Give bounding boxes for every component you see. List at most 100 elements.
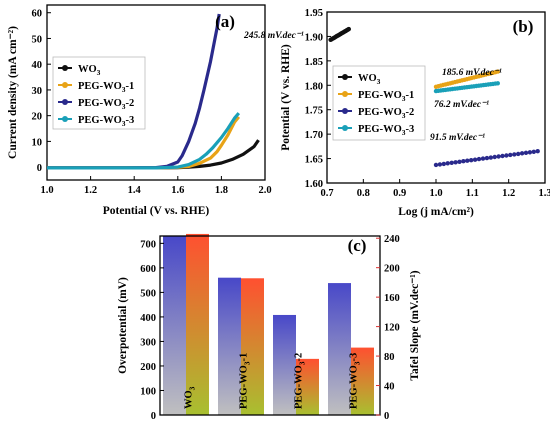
y-tick-label: 0 bbox=[37, 163, 42, 174]
data-point bbox=[488, 155, 493, 160]
panel-label: (a) bbox=[215, 12, 235, 31]
y-tick-label: 1.65 bbox=[305, 155, 323, 166]
bar-overpotential bbox=[163, 236, 186, 415]
chart-b: 0.7 0.8 0.9 1.0 1.1 1.2 1.3 1.60 1.65 1.70 1.75 1.8… bbox=[243, 8, 550, 218]
data-point bbox=[495, 69, 500, 74]
legend-label: PEG-WO3-2 bbox=[78, 98, 134, 111]
y2-axis-label: Tafel Slope (mV.dec⁻¹) bbox=[409, 270, 421, 380]
x-axis-label: Potential (V vs. RHE) bbox=[103, 205, 210, 217]
bar-overpotential bbox=[328, 283, 351, 415]
legend-swatch-marker bbox=[342, 91, 348, 97]
data-point bbox=[484, 155, 490, 161]
y-tick-label: 500 bbox=[140, 288, 156, 299]
y-tick-label: 40 bbox=[32, 60, 43, 71]
data-point bbox=[508, 152, 513, 158]
legend-swatch-marker bbox=[62, 82, 68, 88]
data-point bbox=[512, 152, 517, 157]
data-point bbox=[472, 157, 478, 162]
y2-tick-label: 0 bbox=[384, 411, 389, 422]
legend-label-sub: 3 bbox=[402, 94, 406, 103]
slope-annotation: 185.6 mV.dec⁻¹ bbox=[442, 68, 502, 78]
y-tick-label: 1.75 bbox=[305, 106, 323, 117]
data-point bbox=[504, 153, 509, 158]
data-point bbox=[445, 161, 450, 166]
data-point bbox=[449, 160, 454, 165]
slope-annotation: 245.8 mV.dec⁻¹ bbox=[243, 31, 304, 41]
data-point bbox=[437, 162, 443, 167]
plot-frame bbox=[46, 4, 266, 181]
legend-label-suffix: -2 bbox=[126, 98, 135, 109]
legend-label-base: PEG-WO bbox=[78, 81, 122, 92]
y2-tick-label: 120 bbox=[384, 323, 400, 334]
legend-swatch-marker bbox=[342, 108, 348, 114]
data-point bbox=[346, 26, 351, 32]
legend-label-base: PEG-WO bbox=[358, 90, 402, 101]
plot-frame bbox=[159, 235, 381, 416]
panel-label: (c) bbox=[348, 236, 367, 255]
category-label-base: WO bbox=[184, 390, 195, 409]
y-tick-label: 300 bbox=[140, 337, 156, 348]
y-tick-label: 50 bbox=[32, 34, 43, 45]
data-point bbox=[476, 156, 482, 162]
legend-label-sub: 3 bbox=[122, 119, 126, 128]
x-tick-label: 0.9 bbox=[393, 188, 406, 199]
legend-label-base: PEG-WO bbox=[78, 98, 122, 109]
data-point bbox=[441, 161, 446, 167]
y-tick-label: 0 bbox=[151, 411, 156, 422]
legend-label-base: PEG-WO bbox=[358, 107, 402, 118]
data-point bbox=[519, 151, 525, 156]
y-tick-label: 30 bbox=[32, 86, 43, 97]
legend-label: PEG-WO3-1 bbox=[78, 81, 134, 94]
y-tick-label: 20 bbox=[32, 112, 43, 123]
legend-swatch-marker bbox=[342, 125, 348, 131]
legend-label: PEG-WO3-3 bbox=[358, 124, 414, 137]
legend-label-suffix: -1 bbox=[406, 90, 415, 101]
legend-label-suffix: -1 bbox=[126, 81, 135, 92]
bar-overpotential bbox=[273, 314, 296, 415]
y2-tick-label: 40 bbox=[384, 382, 395, 393]
bar-overpotential bbox=[218, 277, 241, 415]
legend-label-suffix: -2 bbox=[406, 107, 415, 118]
legend-label: PEG-WO3-3 bbox=[78, 115, 134, 128]
slope-annotation: 91.5 mV.dec⁻¹ bbox=[430, 133, 485, 143]
y2-tick-label: 200 bbox=[384, 264, 400, 275]
category-label-base: PEG-WO bbox=[239, 365, 250, 409]
x-tick-label: 0.8 bbox=[357, 188, 370, 199]
data-point bbox=[531, 149, 536, 154]
data-point bbox=[469, 158, 474, 163]
legend-label: PEG-WO3-2 bbox=[358, 107, 414, 120]
category-label: PEG-WO3-2 bbox=[294, 353, 307, 409]
category-label: PEG-WO3-3 bbox=[349, 353, 362, 409]
x-tick-label: 1.2 bbox=[84, 185, 97, 196]
legend-label-sub: 3 bbox=[402, 111, 406, 120]
x-tick-label: 1.0 bbox=[429, 188, 442, 199]
data-point bbox=[527, 150, 533, 155]
series-line-PEG-WO3-3 bbox=[47, 112, 241, 170]
x-tick-label: 0.7 bbox=[320, 188, 333, 199]
slope-annotation: 76.2 mV.dec⁻¹ bbox=[434, 100, 489, 110]
legend-label-sub: 3 bbox=[122, 102, 126, 111]
bar-tafel-slope bbox=[296, 358, 319, 415]
category-label: WO3 bbox=[184, 386, 197, 409]
data-point bbox=[516, 151, 521, 157]
bar-tafel-slope bbox=[241, 278, 264, 415]
y-tick-label: 400 bbox=[140, 313, 156, 324]
legend-label-sub: 3 bbox=[122, 85, 126, 94]
x-tick-label: 2.0 bbox=[258, 185, 271, 196]
y-tick-label: 1.95 bbox=[305, 8, 323, 19]
y2-tick-label: 160 bbox=[384, 293, 400, 304]
y-axis-label: Overpotential (mV) bbox=[117, 277, 129, 374]
legend-swatch-marker bbox=[62, 116, 68, 122]
legend-label-suffix: -3 bbox=[406, 124, 415, 135]
legend-label-base: PEG-WO bbox=[358, 124, 402, 135]
x-tick-label: 1.1 bbox=[466, 188, 479, 199]
category-label: PEG-WO3-1 bbox=[239, 353, 252, 409]
data-point bbox=[496, 154, 501, 159]
x-tick-label: 1.0 bbox=[40, 185, 53, 196]
legend-swatch-marker bbox=[342, 74, 348, 80]
data-point bbox=[461, 159, 466, 164]
category-label-suffix: -1 bbox=[239, 353, 250, 362]
legend-label-base: WO bbox=[358, 73, 377, 84]
bar-tafel-slope bbox=[351, 347, 374, 415]
x-axis-label: Log (j mA/cm²) bbox=[398, 206, 474, 218]
